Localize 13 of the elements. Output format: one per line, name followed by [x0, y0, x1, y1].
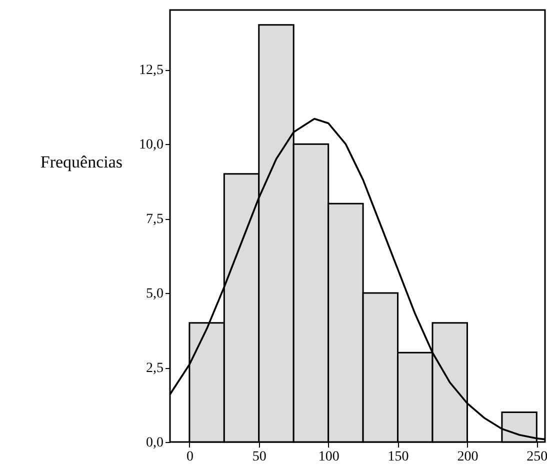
x-tick-label: 150	[388, 450, 409, 464]
x-tick-label: 100	[318, 450, 340, 464]
x-tick-label: 50	[252, 450, 266, 464]
x-tick-label: 250	[526, 450, 547, 464]
y-tick-label: 0,0	[146, 436, 164, 450]
y-tick-label: 12,5	[139, 63, 164, 78]
y-tick-label: 5,0	[146, 286, 164, 302]
y-tick-label: 2,5	[146, 361, 164, 376]
x-tick-label: 0	[186, 450, 194, 464]
y-tick-label: 7,5	[146, 212, 164, 228]
y-axis-title: Frequências	[40, 152, 122, 172]
x-tick-label: 200	[457, 450, 478, 464]
y-tick-label: 10,0	[139, 138, 164, 153]
